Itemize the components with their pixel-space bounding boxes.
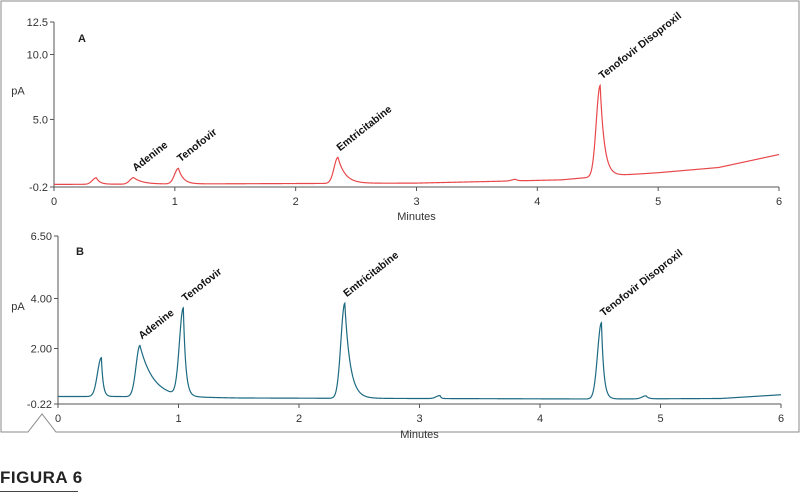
- chromatogram-trace: [58, 301, 782, 400]
- x-tick-label: 4: [534, 196, 540, 208]
- y-tick-label: 6.50: [31, 231, 52, 243]
- y-tick-label: 2.00: [31, 344, 52, 356]
- chromatogram-trace: [54, 83, 780, 185]
- peak-label: Adenine: [130, 139, 170, 174]
- peak-label: Emtricitabine: [334, 103, 394, 154]
- panel-label: A: [78, 33, 86, 45]
- x-tick-label: 1: [175, 413, 181, 425]
- x-tick-label: 2: [296, 413, 302, 425]
- x-axis-label: Minutes: [400, 429, 439, 441]
- x-axis-label: Minutes: [397, 211, 436, 223]
- y-tick-label: 10.0: [27, 49, 48, 61]
- x-tick-label: 5: [655, 196, 661, 208]
- figure-caption: FIGURA 6: [0, 468, 83, 487]
- x-tick-label: 1: [172, 196, 178, 208]
- peak-label: Tenofovir Disoproxil: [597, 10, 684, 82]
- x-tick-label: 0: [55, 413, 61, 425]
- y-tick-label: 4.00: [31, 294, 52, 306]
- figure-border: [0, 0, 800, 433]
- y-tick-label: 5.0: [33, 114, 48, 126]
- x-tick-label: 0: [51, 196, 57, 208]
- x-tick-label: 6: [776, 196, 782, 208]
- caption-underline: [0, 491, 78, 492]
- x-tick-label: 2: [293, 196, 299, 208]
- y-axis-label: pA: [11, 301, 25, 313]
- y-axis-label: pA: [11, 86, 25, 98]
- y-tick-label: -0.2: [29, 182, 48, 194]
- peak-label: Tenofovir: [175, 126, 219, 164]
- x-tick-label: 5: [657, 413, 663, 425]
- panel-label: B: [76, 246, 84, 258]
- x-tick-label: 3: [413, 196, 419, 208]
- peak-label: Adenine: [136, 307, 176, 342]
- y-tick-label: -0.22: [27, 399, 52, 411]
- y-tick-label: 12.5: [27, 17, 48, 29]
- peak-label: Tenofovir Disoproxil: [598, 247, 685, 319]
- x-tick-label: 4: [537, 413, 543, 425]
- x-tick-label: 3: [416, 413, 422, 425]
- peak-label: Tenofovir: [180, 266, 224, 304]
- peak-label: Emtricitabine: [341, 249, 401, 300]
- chromatogram-panel-b: -0.22 2.00 4.00 6.50 0 1 2 3 4 5 6 Minutes pA B Adenin…: [11, 231, 784, 441]
- x-tick-label: 6: [778, 413, 784, 425]
